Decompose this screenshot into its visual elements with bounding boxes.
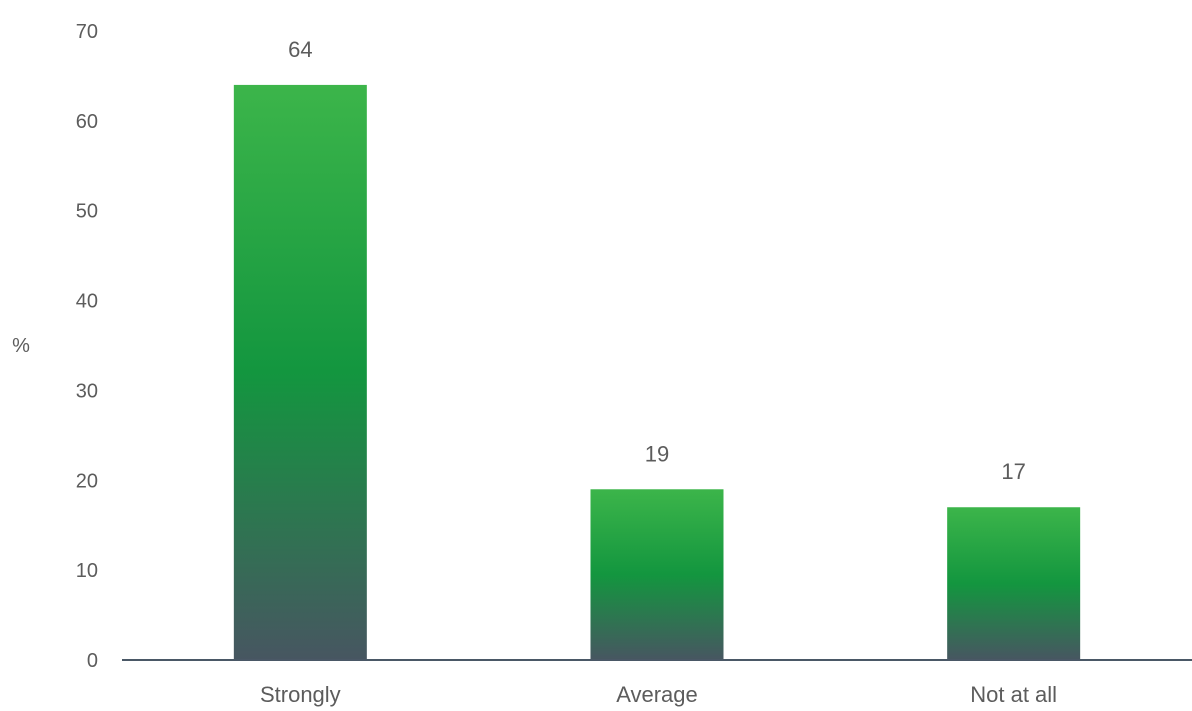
- bar-value-label: 17: [1001, 459, 1025, 484]
- x-category-label: Average: [616, 682, 698, 707]
- x-category-label: Strongly: [260, 682, 341, 707]
- y-tick-label: 40: [76, 291, 98, 313]
- bar: [233, 84, 367, 660]
- x-axis-categories: Strongly Average Not at all: [260, 682, 1057, 707]
- bar: [590, 489, 724, 660]
- y-tick-label: 0: [87, 650, 98, 672]
- y-tick-label: 70: [76, 21, 98, 43]
- y-axis-title: %: [12, 335, 30, 357]
- bar-value-label: 64: [288, 37, 312, 62]
- y-tick-label: 50: [76, 201, 98, 223]
- bar: [947, 507, 1081, 660]
- y-tick-label: 30: [76, 380, 98, 402]
- y-tick-label: 60: [76, 111, 98, 133]
- y-axis-ticks: 0 10 20 30 40 50 60 70: [76, 21, 98, 672]
- x-category-label: Not at all: [970, 682, 1057, 707]
- bars: 64 19 17: [233, 37, 1081, 660]
- y-tick-label: 10: [76, 560, 98, 582]
- y-tick-label: 20: [76, 470, 98, 492]
- bar-value-label: 19: [645, 441, 669, 466]
